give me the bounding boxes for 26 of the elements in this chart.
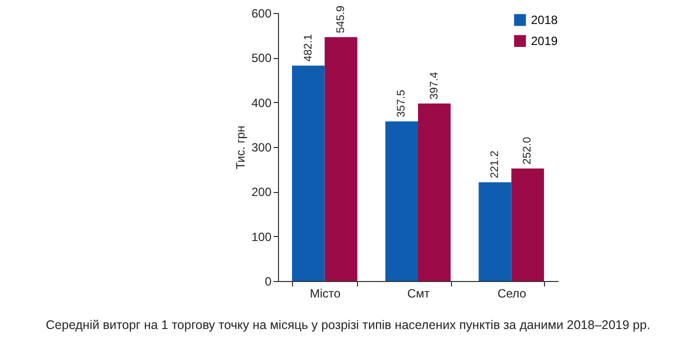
y-tick-label: 400 bbox=[251, 96, 272, 110]
legend-label: 2018 bbox=[531, 13, 558, 27]
bar bbox=[478, 182, 512, 281]
y-tick-label: 0 bbox=[264, 274, 272, 288]
y-tick-label: 500 bbox=[251, 51, 272, 66]
x-tick-label: Село bbox=[497, 286, 527, 300]
x-tick-label: Місто bbox=[310, 286, 341, 300]
y-axis-title: Тис. грн bbox=[233, 126, 248, 170]
text: Середній виторг на 1 торгову точку на місяць у розрізі типів населених пунктів за даними 2018–2019 рр. bbox=[44, 318, 652, 332]
data-label: 397.4 bbox=[428, 72, 440, 100]
y-tick-label: 200 bbox=[251, 185, 272, 200]
legend-label: 2019 bbox=[531, 34, 558, 48]
y-tick-label: 600 bbox=[251, 6, 272, 20]
bar bbox=[324, 37, 358, 281]
y-tick-label: 100 bbox=[251, 230, 272, 244]
data-label: 482.1 bbox=[302, 34, 314, 62]
bar bbox=[292, 66, 325, 281]
x-tick-label: Смт bbox=[407, 286, 430, 300]
data-label: 545.9 bbox=[335, 6, 347, 34]
data-label: 221.2 bbox=[489, 150, 501, 178]
data-label: 252.0 bbox=[522, 136, 534, 164]
bar bbox=[511, 168, 544, 281]
bar bbox=[385, 121, 418, 281]
y-tick-label: 300 bbox=[251, 140, 272, 154]
bar bbox=[418, 103, 451, 281]
data-label: 357.5 bbox=[396, 90, 408, 118]
